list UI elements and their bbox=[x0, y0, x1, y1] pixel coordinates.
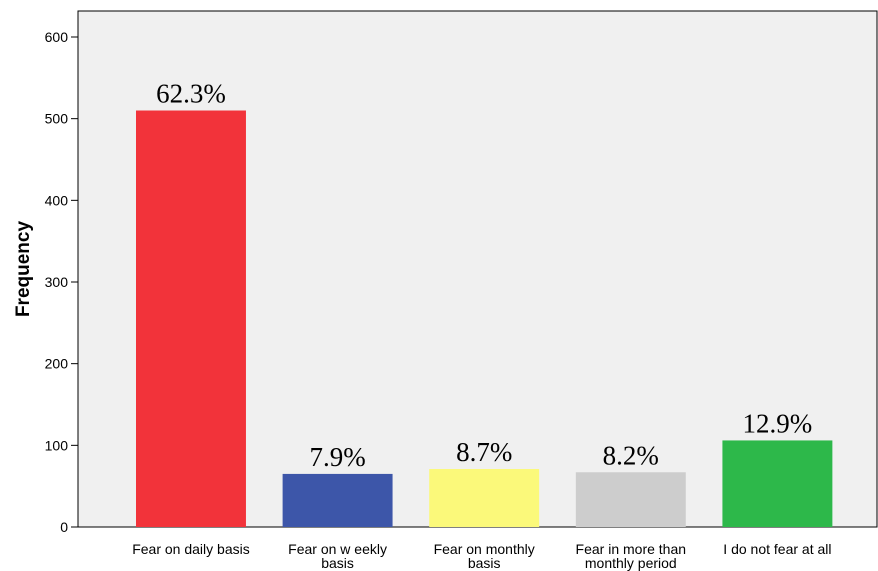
x-category-label-3: Fear in more than monthly period bbox=[576, 541, 687, 571]
x-category-label-1-line-0: Fear on w eekly bbox=[288, 541, 387, 557]
x-category-label-1-line-1: basis bbox=[321, 555, 354, 571]
y-tick-label-400: 400 bbox=[45, 192, 69, 208]
y-axis-label: Frequency bbox=[13, 221, 34, 318]
y-tick-label-600: 600 bbox=[45, 29, 69, 45]
x-category-label-0-line-0: Fear on daily basis bbox=[132, 541, 250, 557]
x-category-label-2: Fear on monthly basis bbox=[434, 541, 535, 571]
bar-1 bbox=[282, 473, 393, 527]
x-category-label-2-line-1: basis bbox=[468, 555, 501, 571]
x-category-label-0: Fear on daily basis bbox=[132, 541, 250, 557]
y-tick-label-300: 300 bbox=[45, 274, 69, 290]
data-label-0: 62.3% bbox=[156, 79, 226, 109]
bars bbox=[136, 110, 833, 527]
data-labels: 62.3% 7.9% 8.7% 8.2% 12.9% bbox=[156, 79, 812, 472]
data-label-3: 8.2% bbox=[603, 440, 659, 470]
y-tick-label-100: 100 bbox=[45, 437, 69, 453]
data-label-2: 8.7% bbox=[456, 437, 512, 467]
bar-4 bbox=[722, 440, 833, 527]
bar-2 bbox=[429, 469, 540, 527]
x-axis: Fear on daily basis Fear on w eekly basisF… bbox=[132, 541, 831, 571]
x-category-label-3-line-1: monthly period bbox=[585, 555, 677, 571]
x-category-label-3-line-0: Fear in more than bbox=[576, 541, 687, 557]
bar-3 bbox=[575, 472, 686, 527]
bar-0 bbox=[136, 110, 246, 527]
x-category-label-4-line-0: I do not fear at all bbox=[723, 541, 831, 557]
data-label-1: 7.9% bbox=[309, 442, 365, 472]
data-label-4: 12.9% bbox=[743, 408, 813, 438]
x-category-label-4: I do not fear at all bbox=[723, 541, 831, 557]
x-category-label-2-line-0: Fear on monthly bbox=[434, 541, 535, 557]
x-category-label-1: Fear on w eekly basis bbox=[288, 541, 387, 571]
y-tick-label-500: 500 bbox=[45, 111, 69, 127]
y-tick-label-0: 0 bbox=[60, 519, 68, 535]
y-tick-label-200: 200 bbox=[45, 356, 69, 372]
y-axis: 0 100 200 300 400 500 600 bbox=[45, 29, 78, 535]
